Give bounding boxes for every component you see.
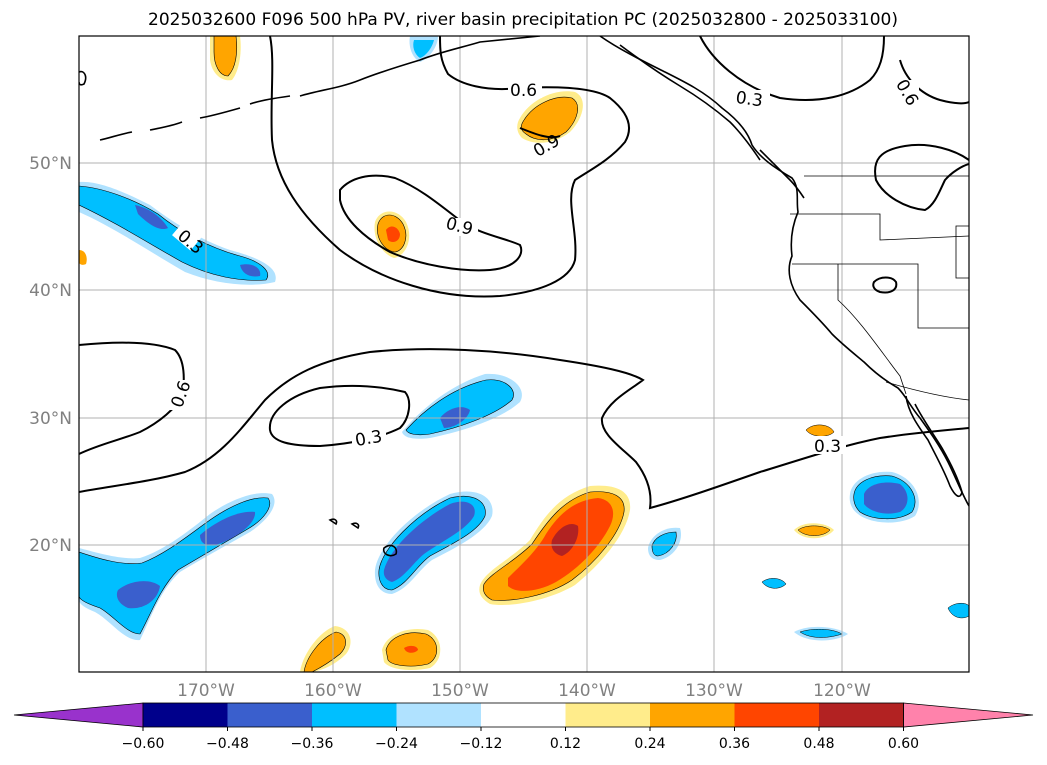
latitude-labels: 50°N 40°N 30°N 20°N bbox=[29, 154, 72, 556]
lat-label: 50°N bbox=[29, 154, 72, 174]
colorbar-tick-label: 0.24 bbox=[634, 736, 665, 752]
negative-anomaly-area bbox=[79, 185, 268, 281]
colorbar-extend-low bbox=[13, 702, 144, 728]
colorbar-tick-label: −0.60 bbox=[122, 736, 165, 752]
lon-label: 140°W bbox=[558, 681, 616, 701]
negative-anomaly-area bbox=[651, 531, 677, 557]
longitude-labels: 170°W 160°W 150°W 140°W 130°W 120°W bbox=[177, 681, 871, 701]
pv-contour-labels: 0.3 0.3 0.3 0.3 0.6 0.6 0.6 0.9 0.9 bbox=[162, 76, 922, 457]
lat-label: 30°N bbox=[29, 409, 72, 429]
negative-anomaly-area bbox=[864, 482, 908, 514]
negative-anomaly-area bbox=[413, 40, 434, 58]
colorbar-tick-label: 0.36 bbox=[719, 736, 750, 752]
lon-label: 120°W bbox=[813, 681, 871, 701]
colorbar-tick-label: −0.12 bbox=[460, 736, 503, 752]
positive-anomaly-area bbox=[213, 36, 238, 77]
colorbar-segment bbox=[143, 703, 228, 727]
colorbar-segment bbox=[227, 703, 313, 727]
colorbar-tick-label: −0.36 bbox=[291, 736, 334, 752]
lat-label: 40°N bbox=[29, 281, 72, 301]
map-title: 2025032600 F096 500 hPa PV, river basin … bbox=[148, 10, 898, 30]
lon-label: 160°W bbox=[304, 681, 362, 701]
positive-anomaly-area bbox=[797, 525, 831, 536]
negative-anomaly-area bbox=[135, 205, 168, 230]
graticule bbox=[79, 36, 969, 672]
negative-anomaly-area bbox=[240, 264, 261, 277]
colorbar-segment bbox=[481, 703, 566, 727]
positive-anomaly-area bbox=[386, 226, 400, 242]
positive-anomaly-area bbox=[404, 645, 418, 653]
colorbar-tick-label: −0.24 bbox=[375, 736, 418, 752]
colorbar-tick-label: 0.60 bbox=[888, 736, 919, 752]
colorbar-tick-label: 0.12 bbox=[550, 736, 581, 752]
negative-anomaly-area bbox=[761, 578, 787, 589]
negative-anomaly-area bbox=[947, 603, 969, 619]
contour-label: 0.3 bbox=[354, 427, 384, 451]
colorbar-segment bbox=[312, 703, 397, 727]
contour-label: 0.3 bbox=[734, 88, 764, 112]
map-panel: 0.3 0.3 0.3 0.3 0.6 0.6 0.6 0.9 0.9 bbox=[79, 36, 969, 672]
lon-label: 130°W bbox=[685, 681, 743, 701]
lon-label: 170°W bbox=[177, 681, 235, 701]
colorbar-segment bbox=[819, 703, 904, 727]
colorbar-segment bbox=[734, 703, 820, 727]
contour-label: 0.3 bbox=[814, 437, 841, 457]
negative-anomaly-area bbox=[200, 511, 256, 546]
colorbar-extend-high bbox=[903, 702, 1034, 728]
positive-anomaly-area bbox=[303, 631, 346, 672]
colorbar: −0.60 −0.48 −0.36 −0.24 −0.12 0.12 0.24 0.36 0.4… bbox=[13, 702, 1034, 752]
positive-anomaly-area bbox=[805, 424, 835, 437]
colorbar-tick-label: 0.48 bbox=[803, 736, 834, 752]
colorbar-segment bbox=[650, 703, 735, 727]
negative-anomaly-area bbox=[116, 581, 160, 609]
coastlines bbox=[79, 36, 969, 557]
positive-anomaly-area bbox=[551, 523, 579, 556]
positive-anomaly-area bbox=[520, 96, 578, 141]
positive-anomaly-area bbox=[79, 250, 87, 265]
lon-label: 150°W bbox=[431, 681, 489, 701]
colorbar-frame bbox=[142, 702, 904, 728]
negative-anomaly-area bbox=[383, 501, 475, 582]
colorbar-segment bbox=[565, 703, 651, 727]
colorbar-tick-label: −0.48 bbox=[206, 736, 249, 752]
contour-label: 0.6 bbox=[510, 81, 537, 101]
map-frame bbox=[78, 35, 970, 673]
lat-label: 20°N bbox=[29, 536, 72, 556]
colorbar-segment bbox=[396, 703, 482, 727]
state-borders bbox=[790, 175, 969, 401]
